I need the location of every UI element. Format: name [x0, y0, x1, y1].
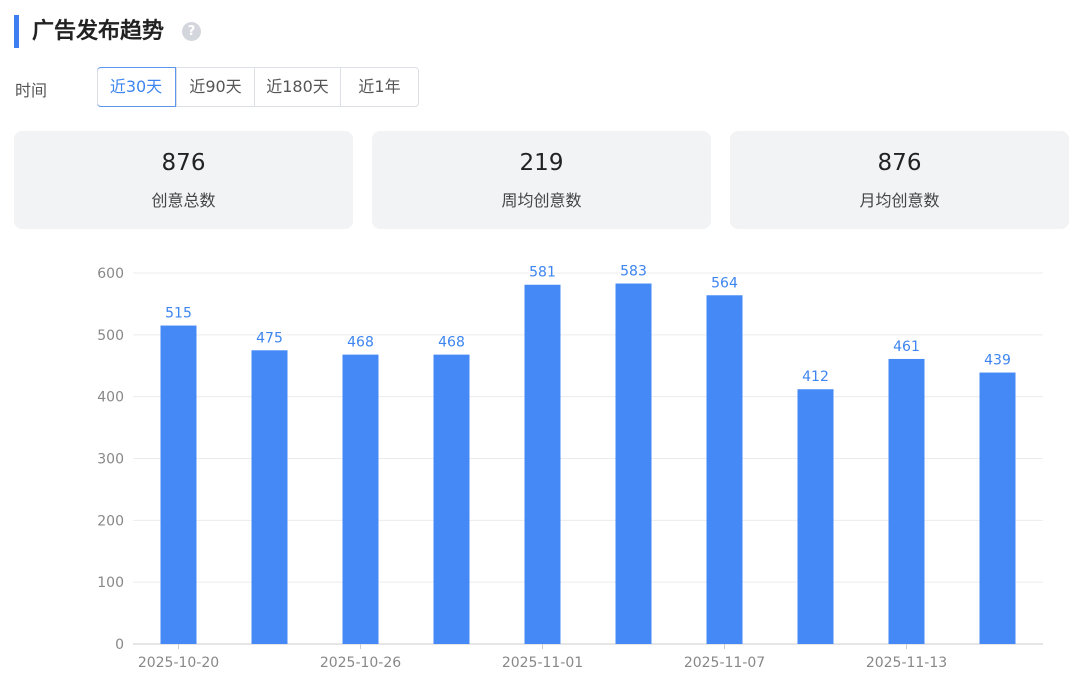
- data-label: 581: [529, 265, 556, 281]
- y-tick-label: 500: [97, 328, 124, 344]
- data-label: 583: [620, 264, 647, 280]
- time-range-selector: 近30天 近90天 近180天 近1年: [97, 67, 419, 107]
- bar: [979, 372, 1016, 644]
- stat-value: 219: [519, 150, 564, 176]
- stat-value: 876: [161, 150, 206, 176]
- tab-30-days[interactable]: 近30天: [97, 67, 176, 107]
- bar: [251, 350, 288, 644]
- tab-90-days[interactable]: 近90天: [176, 68, 254, 106]
- y-tick-label: 200: [97, 513, 124, 529]
- x-tick-label: 2025-11-01: [502, 655, 583, 671]
- stat-label: 月均创意数: [859, 191, 940, 210]
- bar: [615, 283, 652, 644]
- tab-1-year[interactable]: 近1年: [340, 68, 418, 106]
- stat-value: 876: [877, 150, 922, 176]
- stat-card-weekly: 219 周均创意数: [372, 131, 711, 229]
- stat-label: 周均创意数: [501, 191, 582, 210]
- x-tick-label: 2025-10-20: [138, 655, 219, 671]
- bar: [797, 389, 834, 644]
- x-tick-label: 2025-11-07: [684, 655, 765, 671]
- data-label: 439: [984, 353, 1011, 369]
- x-tick-label: 2025-11-13: [866, 655, 947, 671]
- tab-180-days[interactable]: 近180天: [254, 68, 340, 106]
- data-label: 515: [165, 306, 192, 322]
- time-filter-label: 时间: [15, 81, 48, 100]
- bar: [342, 354, 379, 644]
- stat-card-monthly: 876 月均创意数: [730, 131, 1069, 229]
- x-tick-label: 2025-10-26: [320, 655, 401, 671]
- title-accent-bar: [14, 15, 19, 48]
- bar: [888, 358, 925, 644]
- y-tick-label: 0: [115, 637, 124, 653]
- stat-card-total: 876 创意总数: [14, 131, 353, 229]
- bar: [433, 354, 470, 644]
- stat-label: 创意总数: [151, 191, 216, 210]
- y-tick-label: 300: [97, 452, 124, 468]
- bar: [524, 284, 561, 644]
- page-title: 广告发布趋势: [32, 19, 165, 44]
- data-label: 468: [438, 335, 465, 351]
- data-label: 468: [347, 335, 374, 351]
- data-label: 475: [256, 330, 283, 346]
- data-label: 564: [711, 275, 738, 291]
- y-tick-label: 100: [97, 575, 124, 591]
- bar: [706, 295, 743, 644]
- bar: [160, 325, 197, 644]
- y-tick-label: 400: [97, 390, 124, 406]
- data-label: 412: [802, 369, 829, 385]
- question-circle-icon[interactable]: ?: [182, 22, 201, 41]
- y-tick-label: 600: [97, 266, 124, 282]
- data-label: 461: [893, 339, 920, 355]
